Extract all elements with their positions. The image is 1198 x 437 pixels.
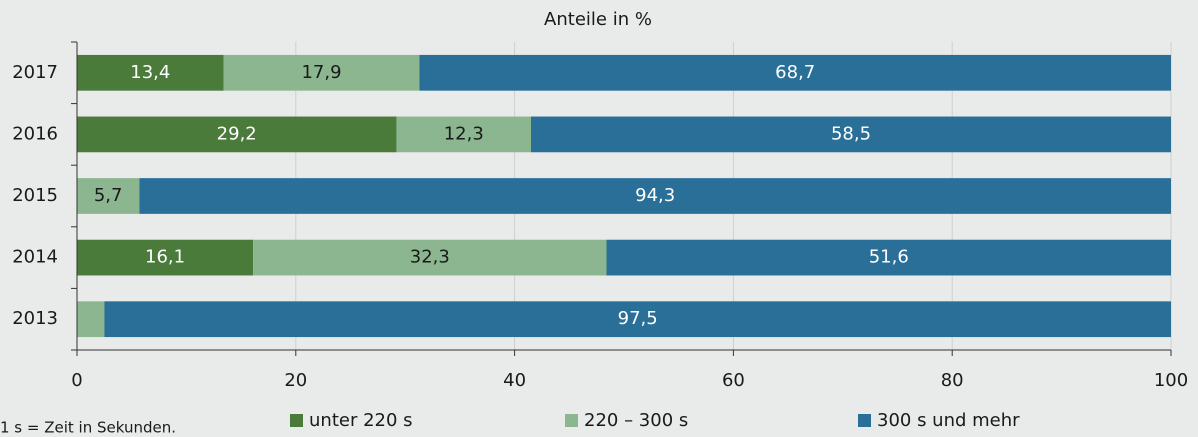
data-label: 68,7	[775, 62, 815, 83]
footnote: 1 s = Zeit in Sekunden.	[0, 419, 176, 437]
data-label: 51,6	[869, 247, 909, 268]
legend-swatch	[565, 414, 578, 427]
data-label: 29,2	[217, 123, 257, 144]
y-tick-label: 2014	[12, 247, 58, 268]
y-tick-label: 2016	[12, 123, 58, 144]
legend-label: 220 – 300 s	[584, 410, 688, 431]
bar-segment	[253, 239, 607, 276]
y-tick-label: 2013	[12, 308, 58, 329]
x-tick-label: 80	[941, 370, 964, 391]
data-label: 32,3	[410, 247, 450, 268]
data-label: 5,7	[94, 185, 123, 206]
bar-segment	[104, 301, 1172, 338]
y-tick-label: 2017	[12, 62, 58, 83]
bar-segment	[77, 301, 105, 338]
data-label: 94,3	[635, 185, 675, 206]
x-tick-label: 20	[284, 370, 307, 391]
bar-segment	[606, 239, 1171, 276]
data-label: 17,9	[301, 62, 341, 83]
bar-segment	[531, 116, 1171, 153]
legend-label: 300 s und mehr	[877, 410, 1020, 431]
legend-swatch	[290, 414, 303, 427]
data-label: 58,5	[831, 123, 871, 144]
x-tick-label: 100	[1154, 370, 1188, 391]
x-tick-label: 60	[722, 370, 745, 391]
bar-segment	[77, 54, 224, 91]
bar-segment	[396, 116, 532, 153]
chart-title: Anteile in %	[544, 9, 652, 30]
bar-segment	[77, 239, 254, 276]
data-label: 13,4	[130, 62, 170, 83]
bar-segment	[223, 54, 420, 91]
legend-label: unter 220 s	[309, 410, 413, 431]
bar-segment	[419, 54, 1171, 91]
data-label: 16,1	[145, 247, 185, 268]
data-label: 12,3	[444, 123, 484, 144]
x-tick-label: 0	[71, 370, 82, 391]
bar-segment	[77, 178, 140, 214]
y-tick-label: 2015	[12, 185, 58, 206]
bar-segment	[139, 178, 1171, 214]
data-label: 97,5	[618, 308, 658, 329]
legend-swatch	[858, 414, 871, 427]
x-tick-label: 40	[503, 370, 526, 391]
bar-segment	[77, 116, 397, 153]
